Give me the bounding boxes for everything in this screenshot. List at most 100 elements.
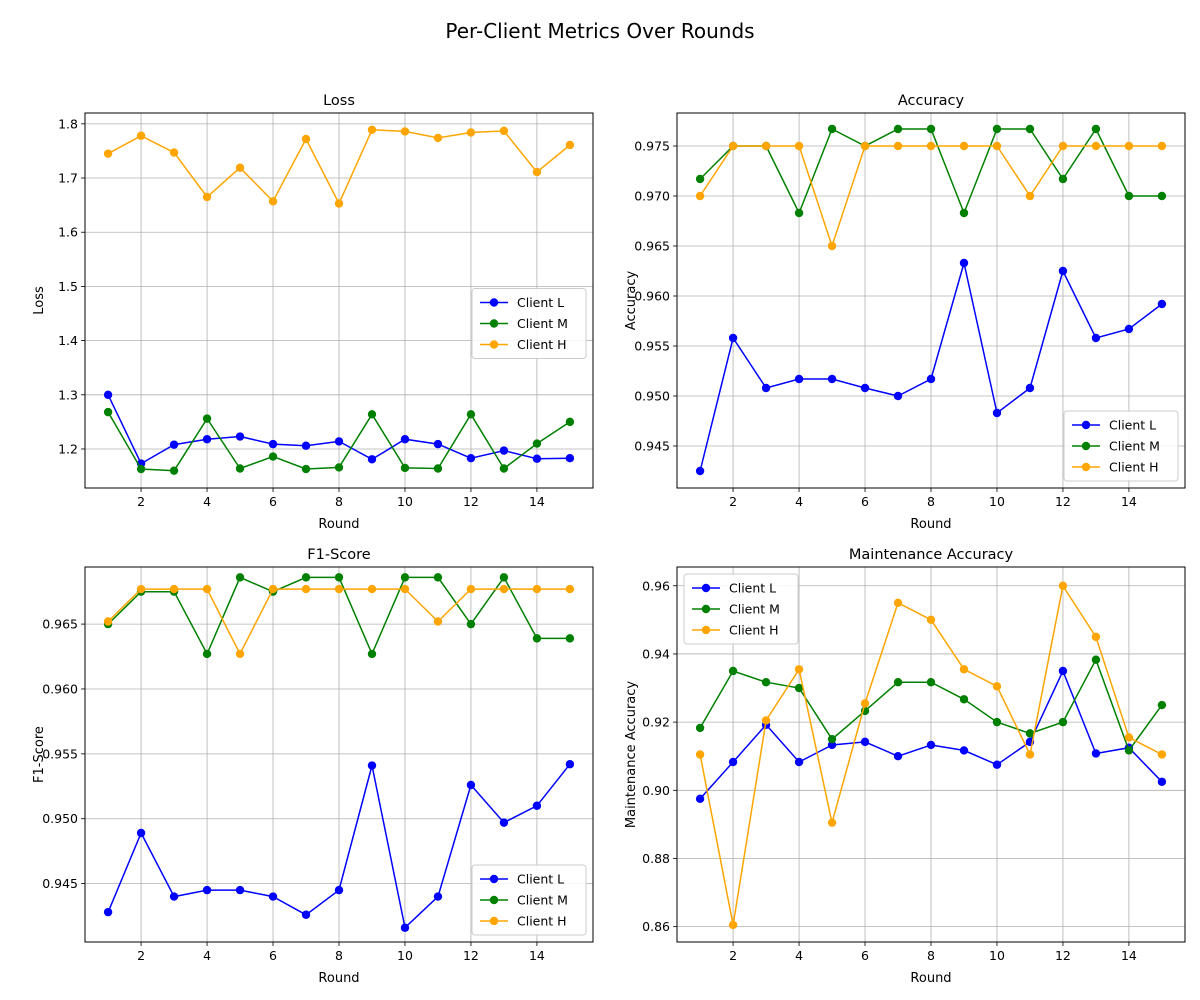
data-point xyxy=(827,124,837,134)
y-tick-label: 0.960 xyxy=(42,681,78,696)
data-point xyxy=(499,584,509,594)
x-tick-label: 10 xyxy=(989,494,1005,509)
data-point xyxy=(367,410,377,419)
data-point xyxy=(1157,777,1167,786)
series-client-m xyxy=(103,407,575,475)
x-tick-label: 6 xyxy=(861,948,869,963)
x-tick-label: 14 xyxy=(529,494,545,509)
y-tick-label: 0.965 xyxy=(634,239,670,254)
data-point xyxy=(1091,333,1101,343)
legend-label: Client H xyxy=(729,623,779,638)
data-point xyxy=(1058,266,1068,276)
data-point xyxy=(695,723,705,733)
data-point xyxy=(268,452,278,461)
data-point xyxy=(532,634,542,643)
data-point xyxy=(959,208,969,218)
data-point xyxy=(136,464,146,474)
legend-marker xyxy=(1081,420,1091,430)
legend-marker xyxy=(1081,462,1091,472)
data-point xyxy=(1058,174,1068,184)
legend-label: Client H xyxy=(1109,460,1159,475)
data-point xyxy=(1058,666,1068,676)
data-point xyxy=(959,695,969,704)
data-point xyxy=(103,390,113,399)
y-tick-label: 0.945 xyxy=(634,439,670,454)
data-point xyxy=(1025,729,1035,738)
data-point xyxy=(202,649,212,659)
series-client-h xyxy=(695,581,1167,930)
data-point xyxy=(301,584,311,594)
legend-item: Client L xyxy=(1072,418,1156,433)
legend-label: Client L xyxy=(517,872,564,887)
data-point xyxy=(926,740,936,750)
y-tick-label: 0.92 xyxy=(642,715,670,730)
x-tick-label: 2 xyxy=(729,494,737,509)
data-point xyxy=(202,192,212,202)
legend: Client L Client M Client H xyxy=(471,864,587,936)
data-point xyxy=(433,573,443,582)
legend-label: Client M xyxy=(729,602,780,617)
legend-marker xyxy=(489,340,499,349)
data-point xyxy=(334,199,344,208)
data-point xyxy=(728,666,738,676)
legend-item: Client H xyxy=(1072,460,1159,475)
data-point xyxy=(136,131,146,140)
x-tick-label: 10 xyxy=(397,948,413,963)
legend-marker xyxy=(701,583,711,593)
data-point xyxy=(695,174,705,184)
y-tick-label: 0.950 xyxy=(634,389,670,404)
data-point xyxy=(499,126,509,136)
y-tick-label: 0.86 xyxy=(642,919,670,934)
data-point xyxy=(532,167,542,177)
data-point xyxy=(1091,124,1101,134)
data-point xyxy=(695,466,705,476)
y-tick-label: 1.7 xyxy=(58,171,78,186)
data-point xyxy=(1025,124,1035,134)
data-point xyxy=(860,737,870,747)
legend-label: Client M xyxy=(517,893,568,908)
data-point xyxy=(695,191,705,201)
data-point xyxy=(268,197,278,206)
data-point xyxy=(499,573,509,582)
data-point xyxy=(235,885,245,895)
legend-label: Client L xyxy=(729,581,776,596)
data-point xyxy=(926,615,936,625)
data-point xyxy=(433,133,443,143)
x-tick-label: 4 xyxy=(203,494,211,509)
x-tick-label: 12 xyxy=(1055,494,1071,509)
y-tick-label: 0.955 xyxy=(634,339,670,354)
y-tick-label: 0.970 xyxy=(634,189,670,204)
data-point xyxy=(103,149,113,158)
data-point xyxy=(400,435,410,444)
y-tick-label: 1.8 xyxy=(58,116,78,131)
data-point xyxy=(334,584,344,594)
data-point xyxy=(466,410,476,419)
x-tick-label: 4 xyxy=(203,948,211,963)
data-point xyxy=(860,141,870,151)
data-point xyxy=(202,885,212,895)
data-point xyxy=(728,920,738,930)
series-client-l xyxy=(695,258,1167,476)
data-point xyxy=(532,801,542,810)
data-point xyxy=(761,141,771,151)
data-point xyxy=(169,584,179,594)
data-point xyxy=(761,383,771,393)
data-point xyxy=(728,757,738,767)
data-point xyxy=(1157,191,1167,201)
data-point xyxy=(268,892,278,901)
legend-item: Client L xyxy=(692,581,776,596)
legend-marker xyxy=(489,916,499,926)
data-point xyxy=(893,141,903,151)
data-point xyxy=(334,573,344,582)
x-tick-label: 6 xyxy=(269,494,277,509)
data-point xyxy=(169,440,179,449)
legend-label: Client L xyxy=(1109,418,1156,433)
data-point xyxy=(532,454,542,463)
data-point xyxy=(565,634,575,643)
data-point xyxy=(794,683,804,693)
data-point xyxy=(169,466,179,475)
subplot-title: Loss xyxy=(323,93,355,109)
data-point xyxy=(1025,383,1035,393)
data-point xyxy=(992,760,1002,769)
legend-item: Client H xyxy=(480,914,567,929)
